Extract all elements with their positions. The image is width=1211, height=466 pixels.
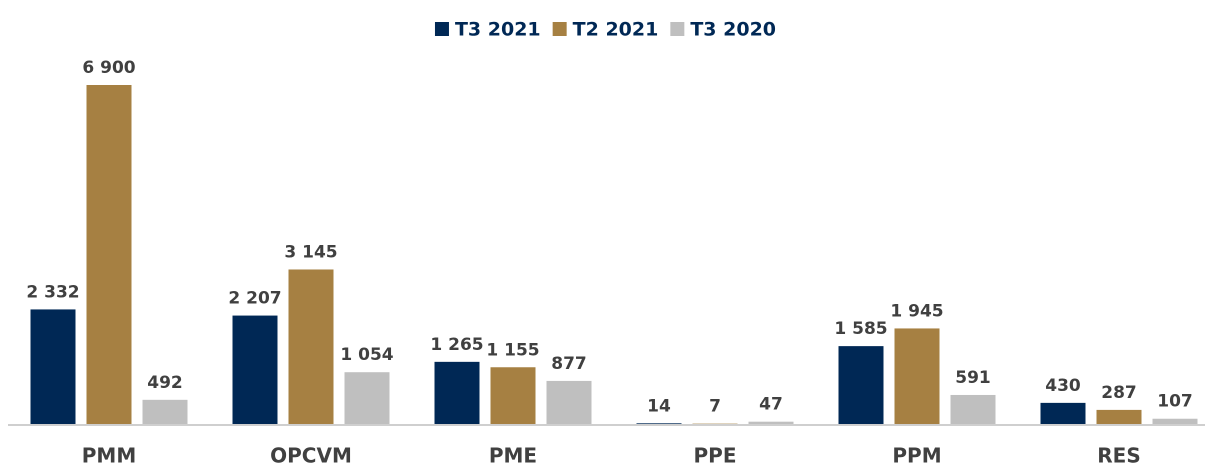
x-tick-label: PME	[489, 444, 537, 466]
bar	[288, 269, 334, 424]
data-label: 492	[147, 373, 183, 393]
x-tick-label: OPCVM	[270, 444, 352, 466]
bar	[86, 85, 132, 424]
x-tick-label: RES	[1097, 444, 1140, 466]
data-label: 877	[551, 354, 587, 374]
bar	[894, 328, 940, 424]
data-label: 2 332	[26, 282, 79, 302]
bar	[546, 380, 592, 424]
legend-swatch	[670, 22, 685, 36]
data-label: 1 265	[430, 335, 483, 355]
bar	[1152, 418, 1198, 424]
bar	[748, 421, 794, 424]
x-tick-label: PPE	[694, 444, 737, 466]
data-label: 6 900	[82, 58, 135, 78]
data-label: 14	[647, 396, 671, 416]
data-label: 287	[1101, 383, 1137, 403]
data-label: 1 585	[834, 319, 887, 339]
bar	[838, 346, 884, 424]
bar	[1040, 402, 1086, 424]
bar	[950, 394, 996, 424]
data-label: 1 054	[340, 345, 393, 365]
data-label: 1 945	[890, 301, 943, 321]
data-label: 2 207	[228, 289, 281, 309]
bar	[636, 423, 682, 424]
bar	[30, 309, 76, 424]
data-label: 1 155	[486, 340, 539, 360]
bar	[142, 399, 188, 424]
legend-label: T2 2021	[573, 19, 659, 41]
data-label: 3 145	[284, 242, 337, 262]
x-tick-label: PPM	[892, 444, 941, 466]
legend-label: T3 2021	[455, 19, 541, 41]
legend-label: T3 2020	[690, 19, 776, 41]
bar	[1096, 409, 1142, 424]
bar	[434, 361, 480, 424]
data-label: 107	[1157, 392, 1193, 412]
bar	[232, 315, 278, 424]
legend-swatch	[552, 22, 567, 36]
legend-swatch	[434, 22, 449, 36]
bar	[490, 367, 536, 424]
data-label: 47	[759, 395, 783, 415]
data-label: 430	[1045, 376, 1081, 396]
bar	[344, 372, 390, 424]
data-label: 7	[709, 397, 721, 417]
x-tick-label: PMM	[82, 444, 136, 466]
data-label: 591	[955, 368, 991, 388]
